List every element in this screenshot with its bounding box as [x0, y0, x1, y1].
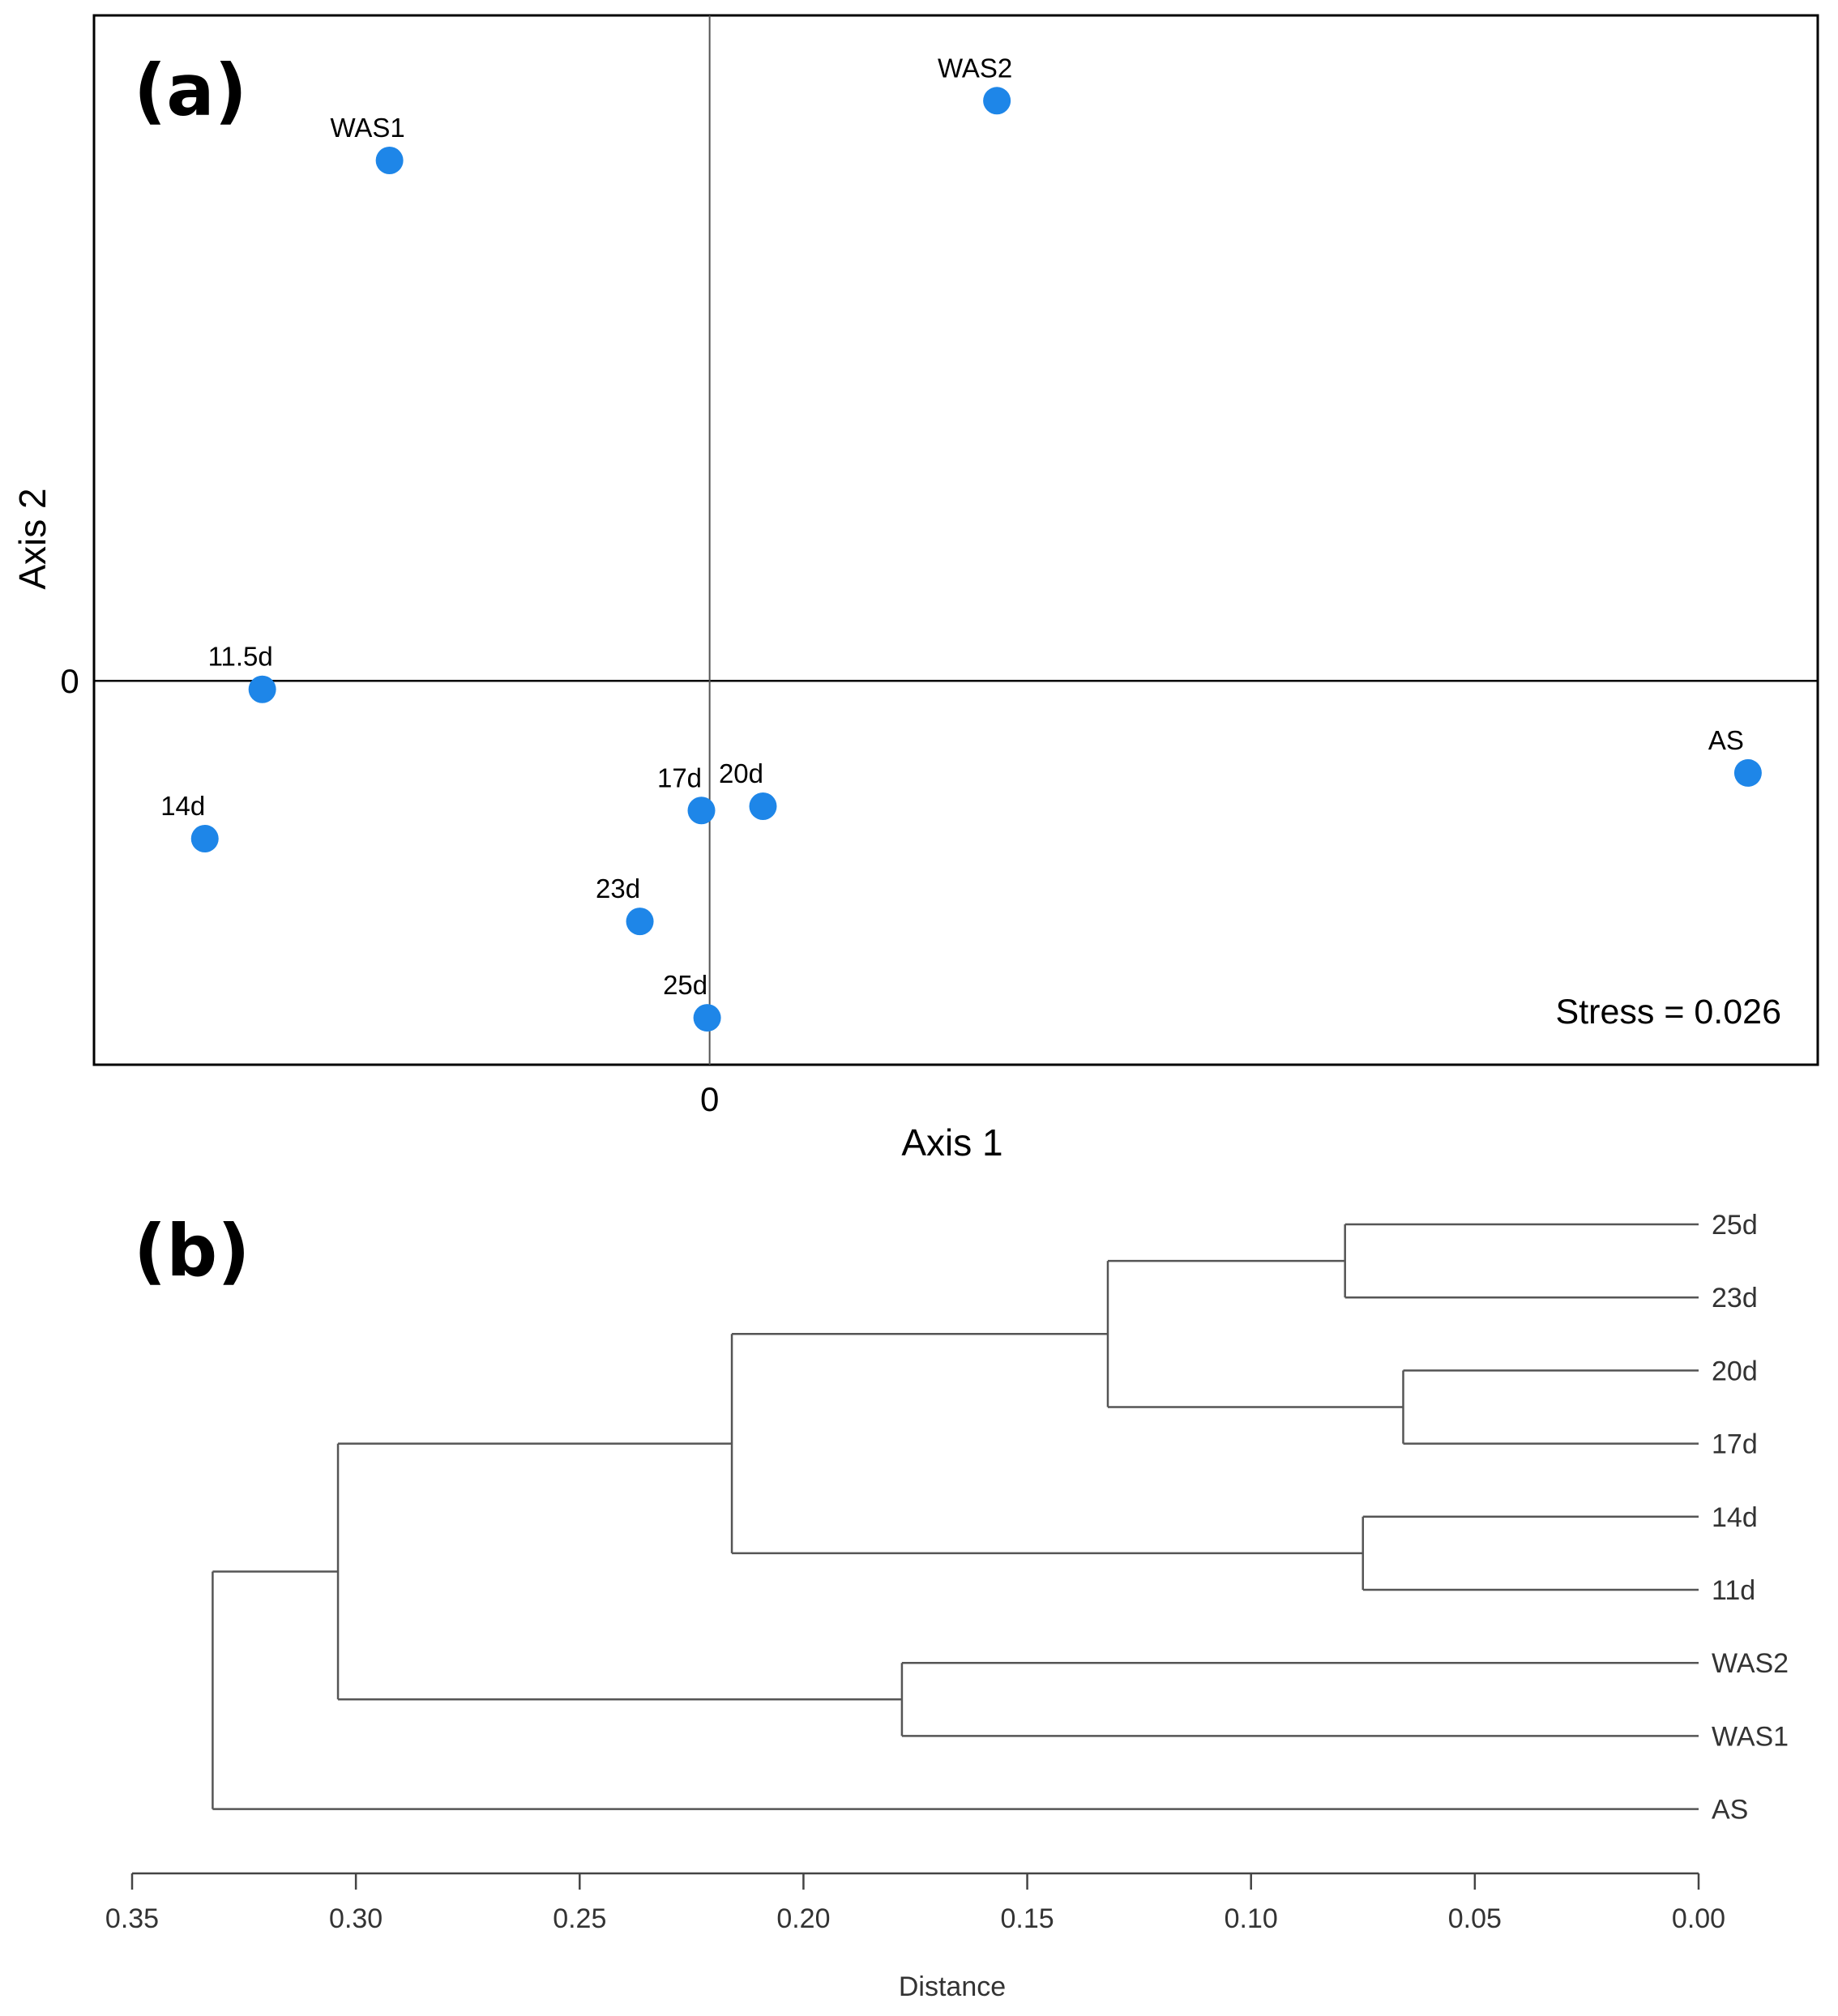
distance-tick-label: 0.05 [1448, 1903, 1502, 1934]
distance-axis-label: Distance [899, 1971, 1006, 2002]
distance-tick-label: 0.30 [329, 1903, 383, 1934]
distance-tick-label: 0.10 [1225, 1903, 1278, 1934]
point-25d [693, 1004, 721, 1032]
leaf-label-20d: 20d [1712, 1356, 1758, 1386]
point-was1 [375, 146, 404, 174]
distance-tick-label: 0.35 [105, 1903, 159, 1934]
axis2-zero-tick-label: 0 [60, 662, 79, 700]
leaf-label-23d: 23d [1712, 1283, 1758, 1313]
point-label-25d: 25d [663, 970, 707, 1000]
ordination-plot-frame [92, 14, 1819, 1066]
point-was2 [983, 87, 1011, 115]
ordination-panel: (a) 0 0 Axis 1 Axis 2 Stress = 0.026 WAS… [11, 14, 1819, 1164]
axis1-label: Axis 1 [901, 1121, 1002, 1164]
distance-tick-label: 0.20 [776, 1903, 830, 1934]
point-label-was1: WAS1 [330, 113, 404, 143]
leaf-label-25d: 25d [1712, 1210, 1758, 1241]
point-11-5d [248, 675, 276, 703]
ordination-points: WAS1 WAS2 11.5d 14d 17d 20d 23d 25d AS [160, 53, 1762, 1032]
stress-annotation: Stress = 0.026 [1556, 993, 1781, 1031]
point-20d [749, 792, 777, 820]
panel-b-label: (b) [134, 1209, 250, 1292]
distance-tick-label: 0.15 [1000, 1903, 1054, 1934]
point-23d [626, 908, 654, 936]
panel-a-label: (a) [134, 49, 247, 132]
dendrogram-leaf-labels: 25d 23d 20d 17d 14d 11d WAS2 WAS1 AS [1712, 1210, 1789, 1826]
point-label-14d: 14d [160, 791, 205, 821]
point-as [1733, 758, 1762, 787]
leaf-label-was1: WAS1 [1712, 1721, 1789, 1752]
axis1-zero-tick-label: 0 [700, 1080, 719, 1118]
distance-tick-label: 0.25 [553, 1903, 606, 1934]
leaf-label-14d: 14d [1712, 1502, 1758, 1533]
point-label-was2: WAS2 [938, 53, 1012, 83]
leaf-label-as: AS [1712, 1795, 1748, 1826]
distance-axis-ticks: 0.35 0.30 0.25 0.20 0.15 0.10 0.05 0.00 [105, 1873, 1725, 1934]
leaf-label-17d: 17d [1712, 1429, 1758, 1460]
point-14d [190, 824, 219, 852]
point-label-as: AS [1708, 725, 1744, 755]
point-label-11-5d: 11.5d [208, 642, 273, 672]
leaf-label-was2: WAS2 [1712, 1648, 1789, 1679]
leaf-label-11d: 11d [1712, 1575, 1755, 1606]
distance-tick-label: 0.00 [1672, 1903, 1725, 1934]
point-label-23d: 23d [596, 873, 640, 903]
point-label-20d: 20d [719, 758, 763, 788]
point-17d [687, 797, 716, 825]
axis2-label: Axis 2 [11, 488, 53, 589]
point-label-17d: 17d [657, 762, 702, 792]
dendrogram-branches [212, 1223, 1699, 1810]
